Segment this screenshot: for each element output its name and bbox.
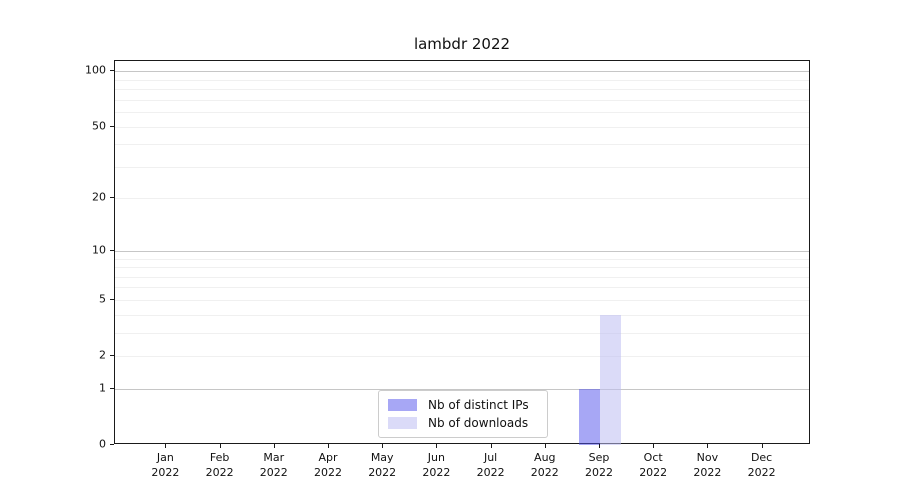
- legend: Nb of distinct IPs Nb of downloads: [378, 390, 548, 438]
- legend-row: Nb of downloads: [388, 415, 538, 431]
- y-tick-mark: [110, 387, 114, 389]
- gridline-major: [115, 388, 809, 390]
- gridline-minor: [115, 267, 809, 268]
- gridline-minor: [115, 126, 809, 128]
- gridline-minor: [115, 299, 809, 301]
- gridline-minor: [115, 99, 809, 101]
- x-tick-mark: [219, 444, 221, 448]
- y-tick-label: 0: [99, 437, 106, 451]
- x-tick-mark: [382, 444, 384, 448]
- gridline-minor: [115, 356, 809, 357]
- legend-label: Nb of downloads: [428, 416, 529, 430]
- gridline-minor: [115, 287, 809, 289]
- x-tick-label: Dec 2022: [747, 451, 776, 479]
- x-tick-label: Sep 2022: [585, 451, 613, 479]
- x-tick-mark: [436, 444, 438, 448]
- gridline-minor: [115, 258, 809, 260]
- y-tick-label: 20: [92, 190, 106, 204]
- legend-swatch: [388, 399, 417, 411]
- y-tick-label: 100: [85, 63, 106, 77]
- gridline-major: [115, 250, 809, 252]
- x-tick-label: Mar 2022: [259, 451, 288, 479]
- gridline-major: [115, 71, 809, 73]
- y-tick-mark: [110, 444, 114, 445]
- gridline-minor: [115, 112, 809, 113]
- x-tick-label: Oct 2022: [639, 451, 668, 479]
- legend-swatch: [388, 417, 417, 429]
- plot-area: [114, 60, 810, 445]
- x-tick-mark: [707, 444, 709, 448]
- legend-row: Nb of distinct IPs: [388, 397, 538, 413]
- y-tick-label: 50: [92, 119, 106, 132]
- gridline-minor: [115, 166, 809, 168]
- x-tick-mark: [328, 444, 329, 448]
- y-tick-mark: [110, 355, 114, 356]
- gridline-minor: [115, 198, 809, 200]
- x-tick-label: Jan 2022: [151, 451, 180, 479]
- gridline-minor: [115, 89, 809, 90]
- gridline-minor: [115, 144, 809, 146]
- chart-title: lambdr 2022: [413, 35, 511, 53]
- x-tick-mark: [599, 444, 600, 448]
- y-tick-label: 2: [99, 348, 106, 362]
- x-tick-mark: [653, 444, 655, 448]
- gridline-minor: [115, 314, 809, 316]
- y-tick-mark: [110, 197, 114, 199]
- y-tick-mark: [110, 70, 114, 72]
- x-tick-mark: [165, 444, 167, 448]
- x-tick-label: Aug 2022: [530, 451, 559, 479]
- x-tick-mark: [273, 444, 275, 448]
- y-tick-mark: [110, 249, 114, 251]
- x-tick-label: Nov 2022: [693, 451, 722, 479]
- gridline-minor: [115, 276, 809, 278]
- x-tick-label: Jun 2022: [422, 451, 451, 479]
- y-tick-mark: [110, 298, 114, 300]
- y-tick-label: 10: [92, 243, 106, 257]
- legend-label: Nb of distinct IPs: [428, 398, 529, 412]
- x-tick-label: Jul 2022: [476, 451, 505, 479]
- y-tick-label: 5: [99, 292, 106, 306]
- y-tick-label: 1: [99, 381, 106, 395]
- x-tick-mark: [490, 444, 492, 448]
- x-tick-label: May 2022: [368, 451, 397, 479]
- x-tick-mark: [544, 444, 546, 448]
- x-tick-label: Feb 2022: [205, 451, 234, 479]
- x-tick-label: Apr 2022: [314, 451, 342, 479]
- gridline-minor: [115, 332, 809, 334]
- y-tick-mark: [110, 125, 114, 127]
- x-tick-mark: [761, 444, 763, 448]
- bar-downloads: [600, 314, 621, 445]
- gridline-minor: [115, 79, 809, 81]
- bar-distinct-ips: [579, 388, 600, 445]
